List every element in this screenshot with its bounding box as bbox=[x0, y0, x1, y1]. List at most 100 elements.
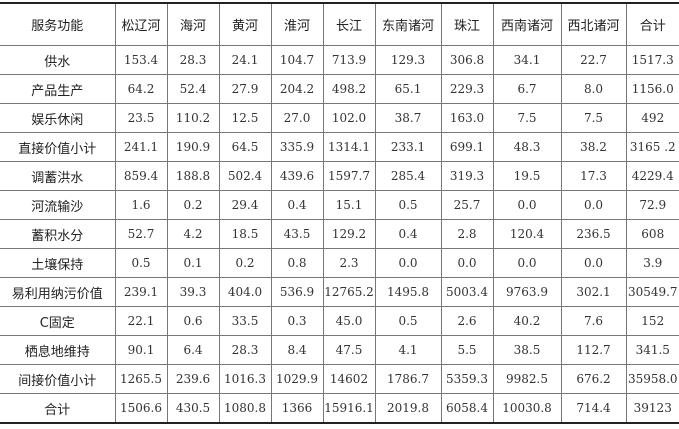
table-cell: 0.0 bbox=[560, 248, 627, 278]
table-cell: 9982.5 bbox=[492, 364, 562, 394]
table-cell: 190.9 bbox=[166, 132, 220, 162]
table-cell: 241.1 bbox=[114, 132, 168, 162]
table-cell: 4.1 bbox=[374, 335, 442, 365]
table-cell: 0.5 bbox=[374, 190, 442, 220]
row-label: 间接价值小计 bbox=[0, 364, 116, 394]
table-cell: 1517.3 bbox=[625, 45, 679, 75]
table-cell: 112.7 bbox=[560, 335, 627, 365]
table-row: 供水 153.4 28.3 24.1 104.7 713.9 129.3 306.8 34.1 2… bbox=[0, 45, 679, 75]
table-cell: 102.0 bbox=[322, 103, 376, 133]
table-cell: 129.3 bbox=[374, 45, 442, 75]
table-cell: 1495.8 bbox=[374, 277, 442, 307]
table-row: 蓄积水分 52.7 4.2 18.5 43.5 129.2 0.4 2.8 120.4 236.5… bbox=[0, 219, 679, 249]
table-cell: 24.1 bbox=[218, 45, 272, 75]
table-cell: 30549.7 bbox=[625, 277, 679, 307]
table-cell: 45.0 bbox=[322, 306, 376, 336]
table-cell: 39.3 bbox=[166, 277, 220, 307]
table-cell: 8.0 bbox=[560, 74, 627, 104]
table-cell: 6.7 bbox=[492, 74, 562, 104]
row-label: 河流输沙 bbox=[0, 190, 116, 220]
table-cell: 10030.8 bbox=[492, 393, 562, 424]
table-cell: 72.9 bbox=[625, 190, 679, 220]
table-cell: 204.2 bbox=[270, 74, 324, 104]
table-cell: 47.5 bbox=[322, 335, 376, 365]
table-row: 合计 1506.6 430.5 1080.8 1366 15916.1 2019.8 6058… bbox=[0, 393, 679, 424]
table-cell: 15.1 bbox=[322, 190, 376, 220]
column-header: 服务功能 bbox=[0, 2, 116, 46]
column-header: 淮河 bbox=[270, 2, 324, 46]
table-cell: 4229.4 bbox=[625, 161, 679, 191]
table-cell: 2019.8 bbox=[374, 393, 442, 424]
table-cell: 129.2 bbox=[322, 219, 376, 249]
table-cell: 52.4 bbox=[166, 74, 220, 104]
table-cell: 0.0 bbox=[440, 248, 494, 278]
table-cell: 0.4 bbox=[374, 219, 442, 249]
table-cell: 29.4 bbox=[218, 190, 272, 220]
table-cell: 0.0 bbox=[560, 190, 627, 220]
row-label: 供水 bbox=[0, 45, 116, 75]
table-cell: 713.9 bbox=[322, 45, 376, 75]
table-cell: 7.5 bbox=[492, 103, 562, 133]
table-row: 间接价值小计 1265.5 239.6 1016.3 1029.9 14602 1786.7… bbox=[0, 364, 679, 394]
table-cell: 4.2 bbox=[166, 219, 220, 249]
table-cell: 0.8 bbox=[270, 248, 324, 278]
column-header: 黄河 bbox=[218, 2, 272, 46]
table-cell: 15916.1 bbox=[322, 393, 376, 424]
row-label: 蓄积水分 bbox=[0, 219, 116, 249]
table-cell: 439.6 bbox=[270, 161, 324, 191]
header-row: 服务功能 松辽河 海河 黄河 淮河 长江 东南诸河 珠江 西南诸河 西北诸河 合计 bbox=[0, 2, 679, 46]
table-cell: 28.3 bbox=[166, 45, 220, 75]
table-cell: 2.8 bbox=[440, 219, 494, 249]
table-cell: 1.6 bbox=[114, 190, 168, 220]
table-cell: 7.6 bbox=[560, 306, 627, 336]
table-cell: 1314.1 bbox=[322, 132, 376, 162]
table-cell: 714.4 bbox=[560, 393, 627, 424]
table-cell: 492 bbox=[625, 103, 679, 133]
table-cell: 502.4 bbox=[218, 161, 272, 191]
table-cell: 0.3 bbox=[270, 306, 324, 336]
column-header: 西南诸河 bbox=[492, 2, 562, 46]
table-cell: 38.2 bbox=[560, 132, 627, 162]
table-cell: 239.1 bbox=[114, 277, 168, 307]
table-cell: 0.0 bbox=[374, 248, 442, 278]
table-cell: 5359.3 bbox=[440, 364, 494, 394]
table-cell: 65.1 bbox=[374, 74, 442, 104]
table-row: 调蓄洪水 859.4 188.8 502.4 439.6 1597.7 285.4 319.3… bbox=[0, 161, 679, 191]
table-row: 栖息地维持 90.1 6.4 28.3 8.4 47.5 4.1 5.5 38.5 112.7 34… bbox=[0, 335, 679, 365]
table-cell: 64.5 bbox=[218, 132, 272, 162]
table-row: 直接价值小计 241.1 190.9 64.5 335.9 1314.1 233.1 699.… bbox=[0, 132, 679, 162]
table-cell: 1786.7 bbox=[374, 364, 442, 394]
table-cell: 0.2 bbox=[218, 248, 272, 278]
column-header: 东南诸河 bbox=[374, 2, 442, 46]
table-cell: 306.8 bbox=[440, 45, 494, 75]
table-cell: 1029.9 bbox=[270, 364, 324, 394]
table-cell: 0.2 bbox=[166, 190, 220, 220]
table-cell: 3.9 bbox=[625, 248, 679, 278]
row-label: 产品生产 bbox=[0, 74, 116, 104]
table-cell: 430.5 bbox=[166, 393, 220, 424]
table-cell: 608 bbox=[625, 219, 679, 249]
table-cell: 120.4 bbox=[492, 219, 562, 249]
table-cell: 17.3 bbox=[560, 161, 627, 191]
table-cell: 19.5 bbox=[492, 161, 562, 191]
table-cell: 5.5 bbox=[440, 335, 494, 365]
table-cell: 35958.0 bbox=[625, 364, 679, 394]
table-cell: 676.2 bbox=[560, 364, 627, 394]
table-cell: 5003.4 bbox=[440, 277, 494, 307]
table-row: C固定 22.1 0.6 33.5 0.3 45.0 0.5 2.6 40.2 7.6 152 bbox=[0, 306, 679, 336]
table-cell: 319.3 bbox=[440, 161, 494, 191]
table-cell: 18.5 bbox=[218, 219, 272, 249]
table-row: 易利用纳污价值 239.1 39.3 404.0 536.9 12765.2 1495.8 5… bbox=[0, 277, 679, 307]
table-cell: 0.4 bbox=[270, 190, 324, 220]
table-cell: 43.5 bbox=[270, 219, 324, 249]
row-label: 娱乐休闲 bbox=[0, 103, 116, 133]
table-cell: 48.3 bbox=[492, 132, 562, 162]
column-header: 合计 bbox=[625, 2, 679, 46]
column-header: 西北诸河 bbox=[560, 2, 627, 46]
table-cell: 335.9 bbox=[270, 132, 324, 162]
row-label: 栖息地维持 bbox=[0, 335, 116, 365]
table-cell: 2.6 bbox=[440, 306, 494, 336]
table-cell: 64.2 bbox=[114, 74, 168, 104]
table-cell: 28.3 bbox=[218, 335, 272, 365]
